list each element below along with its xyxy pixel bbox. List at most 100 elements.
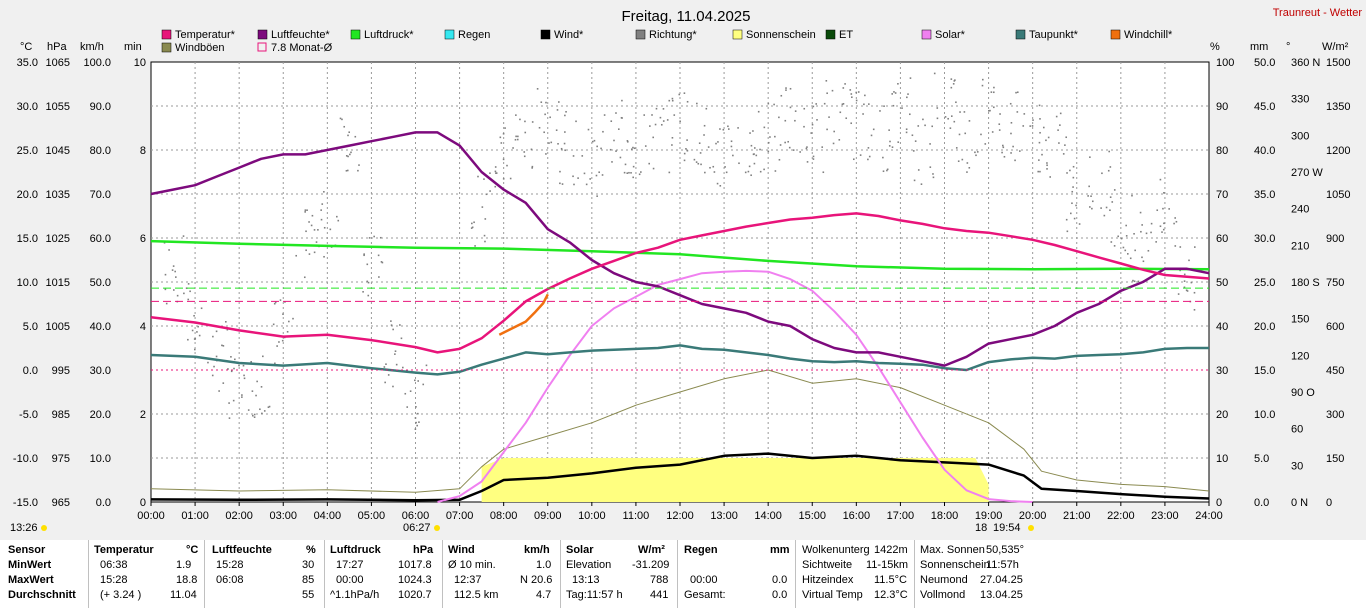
legend-label: 7.8 Monat-Ø xyxy=(271,42,333,54)
direction-point xyxy=(354,135,357,138)
direction-point xyxy=(868,103,870,105)
direction-point xyxy=(272,323,275,326)
direction-point xyxy=(855,91,858,94)
chart-title: Freitag, 11.04.2025 xyxy=(622,8,751,25)
direction-point xyxy=(753,162,756,165)
direction-point xyxy=(1162,207,1164,210)
axis-tick-pres: 975 xyxy=(52,453,70,465)
direction-point xyxy=(1110,241,1113,243)
direction-point xyxy=(1127,253,1129,255)
axis-tick-dir: 90 O xyxy=(1291,387,1315,399)
axis-tick-temp: 35.0 xyxy=(17,57,38,69)
direction-point xyxy=(600,147,602,150)
direction-point xyxy=(417,380,420,382)
x-tick-label: 21:00 xyxy=(1063,510,1091,522)
direction-point xyxy=(211,374,214,377)
direction-point xyxy=(886,169,888,172)
axis-tick-wind: 0.0 xyxy=(96,497,111,509)
legend-swatch xyxy=(161,42,172,53)
direction-point xyxy=(852,158,855,161)
direction-point xyxy=(966,171,968,173)
direction-point xyxy=(232,399,235,402)
direction-point xyxy=(414,379,416,382)
direction-point xyxy=(422,383,425,386)
axis-tick-rain: 5.0 xyxy=(1254,453,1269,465)
direction-point xyxy=(484,218,487,220)
direction-point xyxy=(823,102,826,105)
direction-point xyxy=(778,116,780,119)
direction-point xyxy=(1022,125,1025,127)
direction-point xyxy=(1072,176,1075,179)
direction-point xyxy=(698,142,701,144)
direction-point xyxy=(182,235,185,237)
direction-point xyxy=(577,177,579,179)
series-line-windben xyxy=(150,369,1210,493)
direction-point xyxy=(193,314,195,317)
direction-point xyxy=(1064,144,1066,146)
direction-point xyxy=(668,171,671,174)
direction-point xyxy=(763,168,765,171)
direction-point xyxy=(822,171,825,174)
pres-unit: hPa xyxy=(413,544,434,556)
direction-point xyxy=(883,105,885,107)
direction-point xyxy=(395,363,398,366)
direction-point xyxy=(955,147,958,149)
direction-point xyxy=(345,155,348,157)
solar-head: Solar xyxy=(566,544,594,556)
direction-point xyxy=(281,339,284,342)
direction-point xyxy=(524,120,526,123)
direction-point xyxy=(563,142,566,145)
direction-point xyxy=(311,214,314,217)
direction-point xyxy=(390,320,392,322)
direction-point xyxy=(164,273,167,276)
direction-point xyxy=(1088,185,1090,188)
direction-point xyxy=(596,195,598,197)
legend-label: Richtung* xyxy=(649,29,697,41)
direction-point xyxy=(805,147,808,150)
axis-unit-label: min xyxy=(124,41,142,53)
direction-point xyxy=(936,117,939,120)
wind-unit: km/h xyxy=(524,544,550,556)
axis-tick-hum: 30 xyxy=(1216,365,1228,377)
direction-point xyxy=(826,128,828,131)
axis-tick-wind: 20.0 xyxy=(90,409,111,421)
direction-point xyxy=(402,366,404,369)
x-tick-label: 05:00 xyxy=(358,510,386,522)
axis-tick-min: 2 xyxy=(140,409,146,421)
direction-point xyxy=(341,118,343,121)
direction-point xyxy=(1087,195,1089,197)
solar-day-length: Tag:11:57 h xyxy=(566,589,623,601)
direction-point xyxy=(200,307,203,310)
direction-point xyxy=(686,100,689,103)
axis-tick-pres: 1015 xyxy=(46,277,70,289)
direction-point xyxy=(1001,151,1003,154)
axis-tick-hum: 70 xyxy=(1216,189,1228,201)
x-tick-label: 19:00 xyxy=(975,510,1003,522)
hum-max-time: 06:08 xyxy=(216,574,244,586)
wind-distance: 112.5 km xyxy=(454,589,499,601)
direction-point xyxy=(390,324,393,326)
axis-unit-label: hPa xyxy=(47,41,67,53)
axis-tick-wind: 40.0 xyxy=(90,321,111,333)
direction-point xyxy=(699,152,702,154)
direction-point xyxy=(759,170,762,173)
direction-point xyxy=(1038,104,1041,107)
direction-point xyxy=(685,148,687,150)
axis-tick-solar: 150 xyxy=(1326,453,1344,465)
direction-point xyxy=(719,185,722,187)
direction-point xyxy=(753,147,756,149)
direction-point xyxy=(651,114,653,116)
direction-point xyxy=(404,392,407,395)
direction-point xyxy=(343,125,346,128)
direction-point xyxy=(1141,224,1143,226)
axes: 35.030.025.020.015.010.05.00.0-5.0-10.0-… xyxy=(13,57,1351,509)
direction-point xyxy=(1015,91,1017,94)
direction-point xyxy=(655,107,658,110)
direction-point xyxy=(652,136,655,139)
direction-point xyxy=(581,155,584,157)
direction-point xyxy=(273,302,276,305)
direction-point xyxy=(295,254,298,257)
direction-point xyxy=(483,178,485,180)
direction-point xyxy=(792,149,795,151)
direction-point xyxy=(379,236,382,239)
